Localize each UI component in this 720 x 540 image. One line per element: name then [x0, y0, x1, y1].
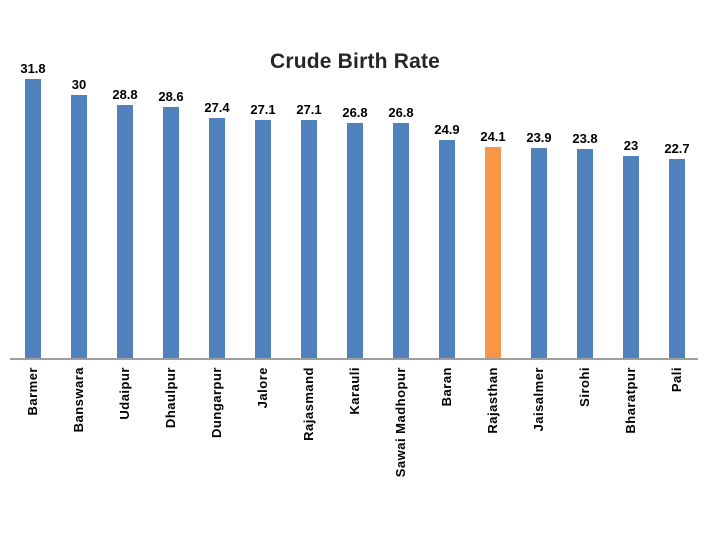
bar-value-label-banswara: 30: [71, 76, 87, 92]
chart-column-jaisalmer: 23.9: [516, 0, 562, 358]
bar-value-label-dungarpur: 27.4: [204, 99, 230, 115]
chart-column-karauli: 26.8: [332, 0, 378, 358]
category-label-sawai-madhopur: Sawai Madhopur: [393, 367, 408, 478]
bar-pali: [669, 158, 685, 358]
bar-jaisalmer: [531, 148, 547, 358]
bar-sirohi: [577, 149, 593, 358]
bar-value-label-pali: 22.7: [664, 140, 690, 156]
category-label-bharatpur: Bharatpur: [623, 367, 638, 434]
category-label-dhaulpur: Dhaulpur: [163, 367, 178, 429]
category-label-jaisalmer: Jaisalmer: [531, 367, 546, 432]
bar-value-label-sawai-madhopur: 26.8: [388, 104, 414, 120]
category-label-baran: Baran: [439, 367, 454, 407]
bar-rajasmand: [301, 120, 317, 358]
bar-value-label-barmer: 31.8: [20, 61, 46, 76]
category-label-barmer: Barmer: [25, 367, 40, 416]
chart-column-dungarpur: 27.4: [194, 0, 240, 358]
bar-sawai-madhopur: [393, 122, 409, 358]
bar-udaipur: [117, 105, 133, 358]
category-label-pali: Pali: [669, 367, 684, 393]
chart-column-sirohi: 23.8: [562, 0, 608, 358]
chart-plot-area: 31.8 30 28.8 28.6 27.4 27.1 27.1 26.8 26.8 24.9 24…: [10, 0, 700, 358]
bar-jalore: [255, 120, 271, 358]
bar-value-label-jalore: 27.1: [250, 102, 276, 118]
category-label-karauli: Karauli: [347, 367, 362, 415]
bar-rajasthan: [485, 146, 501, 358]
x-axis-line: [10, 358, 698, 360]
bar-value-label-rajasmand: 27.1: [296, 102, 322, 118]
bar-value-label-jaisalmer: 23.9: [526, 130, 552, 146]
category-label-banswara: Banswara: [71, 367, 86, 433]
bar-value-label-baran: 24.9: [434, 121, 460, 137]
chart-column-rajasthan: 24.1: [470, 0, 516, 358]
chart-column-banswara: 30: [56, 0, 102, 358]
chart-title: Crude Birth Rate: [269, 50, 441, 73]
bar-barmer: [25, 79, 41, 358]
bar-value-label-dhaulpur: 28.6: [158, 89, 184, 105]
chart-column-rajasmand: 27.1: [286, 0, 332, 358]
bar-value-label-karauli: 26.8: [342, 104, 368, 120]
bar-value-label-udaipur: 28.8: [112, 87, 138, 103]
category-label-dungarpur: Dungarpur: [209, 367, 224, 438]
chart-column-sawai-madhopur: 26.8: [378, 0, 424, 358]
bar-baran: [439, 139, 455, 358]
chart-column-udaipur: 28.8: [102, 0, 148, 358]
chart-column-pali: 22.7: [654, 0, 700, 358]
chart-column-baran: 24.9: [424, 0, 470, 358]
bar-value-label-bharatpur: 23: [623, 138, 639, 154]
bar-karauli: [347, 122, 363, 358]
bar-dungarpur: [209, 117, 225, 358]
category-label-rajasmand: Rajasmand: [301, 367, 316, 441]
bar-value-label-sirohi: 23.8: [572, 131, 598, 147]
category-label-udaipur: Udaipur: [117, 367, 132, 420]
bar-bharatpur: [623, 156, 639, 358]
category-label-sirohi: Sirohi: [577, 367, 592, 407]
category-label-jalore: Jalore: [255, 367, 270, 409]
bar-banswara: [71, 94, 87, 358]
chart-column-dhaulpur: 28.6: [148, 0, 194, 358]
bar-value-label-rajasthan: 24.1: [480, 128, 506, 144]
category-label-rajasthan: Rajasthan: [485, 367, 500, 434]
chart-column-barmer: 31.8: [10, 0, 56, 358]
bar-dhaulpur: [163, 107, 179, 358]
chart-column-bharatpur: 23: [608, 0, 654, 358]
chart-column-jalore: 27.1: [240, 0, 286, 358]
